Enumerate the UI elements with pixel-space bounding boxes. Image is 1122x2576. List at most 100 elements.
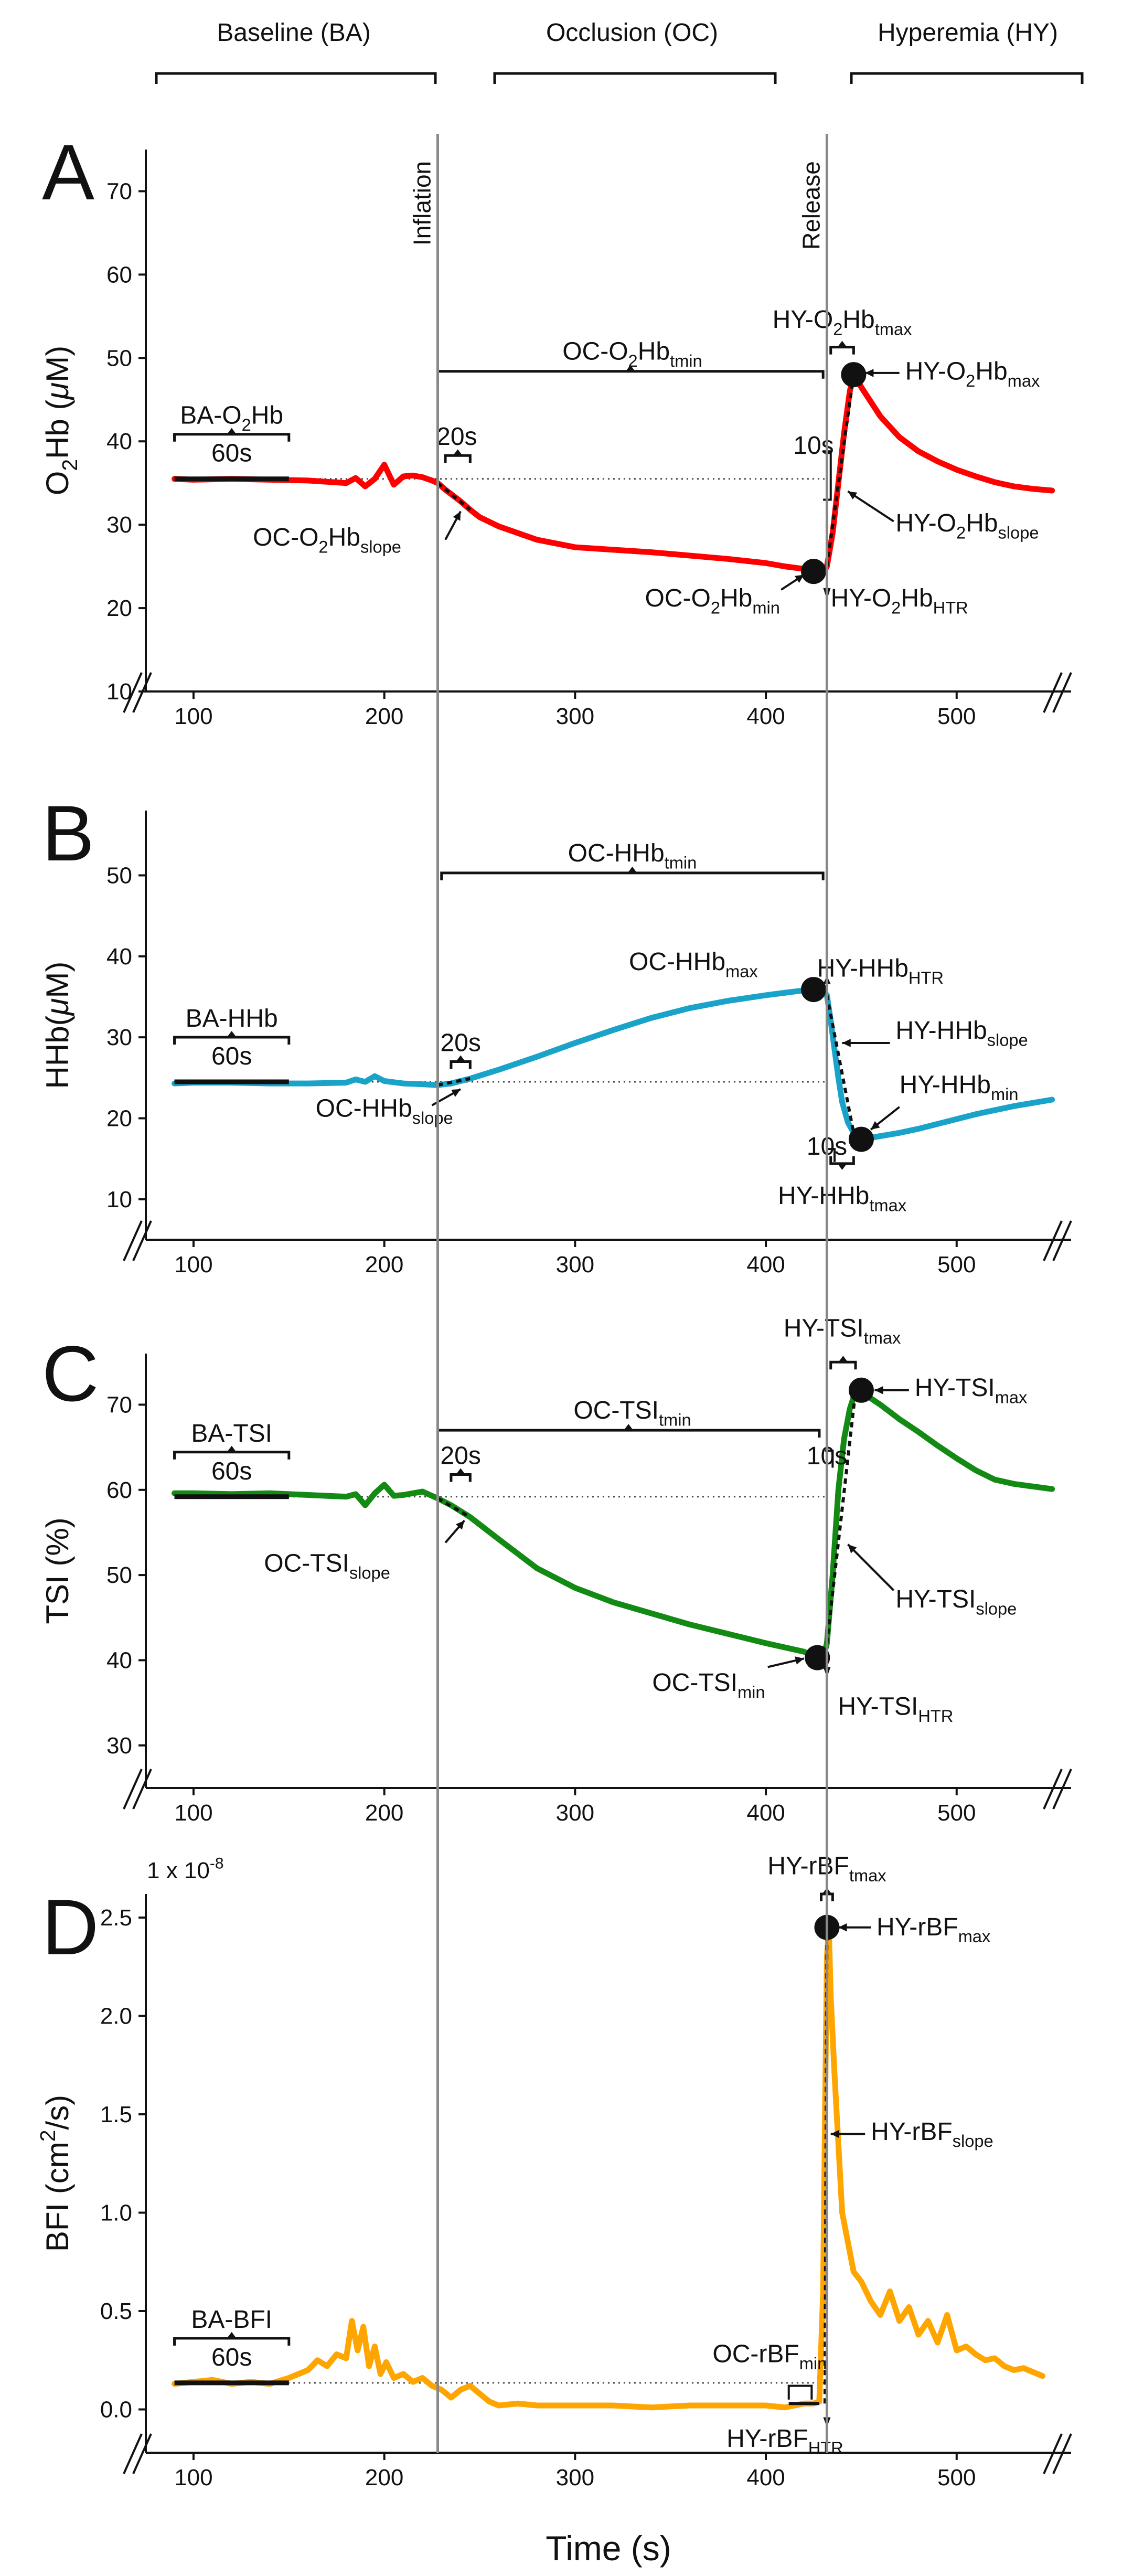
y-tick-label: 70: [106, 178, 132, 204]
oc-min-bracket: [787, 2385, 813, 2400]
hy-slope-arrow: [847, 490, 894, 523]
oc-slope-segment: [436, 482, 472, 511]
y-axis-label: HHb(μM): [40, 962, 75, 1089]
panel-b: B 10 20 30 40 50 100 200 300 400 500 HHb(μM) BA-HHb 6…: [40, 789, 1072, 1278]
axis-break-mark: [1043, 1220, 1063, 1261]
y-tick-label: 50: [106, 345, 132, 371]
phase-label-hyperemia: Hyperemia (HY): [878, 19, 1058, 47]
y-tick-label: 40: [106, 944, 132, 970]
phase-bracket-occlusion: [493, 72, 777, 84]
ba-bracket-arrow: [227, 1031, 237, 1038]
axis-break-mark: [1052, 672, 1072, 713]
panel-letter: C: [42, 1329, 99, 1418]
y-tick-label: 40: [106, 1647, 132, 1673]
hy-slope-arrow-head: [848, 491, 858, 500]
oc-slope-segment: [436, 1497, 471, 1519]
x-tick-label: 200: [365, 2465, 403, 2490]
oc-min-arrow-head: [794, 574, 804, 583]
hy-slope-arrow-head: [842, 1039, 851, 1047]
axis-break-mark: [123, 1220, 143, 1261]
ba-label: BA-BFI: [191, 2306, 272, 2334]
hy-tmax-bracket-arrow: [838, 1356, 848, 1362]
oc-20s-bracket: [444, 454, 472, 463]
oc-20s-label: 20s: [440, 1029, 480, 1057]
oc-min-marker: [800, 559, 826, 584]
oc-max-label: OC-HHbmax: [629, 948, 758, 981]
ba-bracket-arrow: [227, 1445, 237, 1452]
oc-tmin-bracket-arrow: [627, 866, 637, 873]
hy-min-label: HY-HHbmin: [900, 1071, 1019, 1104]
x-tick-label: 500: [937, 2465, 976, 2490]
ba-duration-label: 60s: [211, 440, 252, 467]
y-tick-label: 2.5: [100, 1905, 132, 1931]
phase-label-baseline: Baseline (BA): [217, 19, 370, 47]
y-tick-label: 20: [106, 1105, 132, 1131]
axis-break-mark: [1052, 1220, 1072, 1261]
hy-tmax-bracket: [829, 346, 855, 355]
hy-max-label: HY-rBFmax: [877, 1913, 990, 1946]
ba-bracket-arrow: [227, 2332, 237, 2338]
series-line-BFI: [172, 1924, 1045, 2411]
oc-slope-label: OC-HHbslope: [316, 1094, 453, 1127]
axis-break-mark: [1043, 1769, 1063, 1809]
hy-max-arrow-head: [874, 1386, 883, 1395]
oc-min-label: OC-TSImin: [652, 1669, 765, 1701]
oc-20s-label: 20s: [440, 1442, 480, 1470]
y-axis-label: TSI (%): [40, 1517, 75, 1624]
x-tick-label: 400: [746, 2465, 785, 2490]
y-tick-label: 10: [106, 1187, 132, 1212]
hy-slope-label: HY-rBFslope: [871, 2118, 993, 2151]
ba-label: BA-HHb: [186, 1005, 278, 1032]
ba-label: BA-TSI: [191, 1420, 272, 1447]
y-tick-label: 20: [106, 595, 132, 621]
hy-slope-arrow: [847, 1544, 895, 1591]
y-tick-label: 1.5: [100, 2102, 132, 2127]
oc-min-label: OC-rBFmin: [712, 2340, 827, 2373]
hy-htr-label: HY-HHbHTR: [817, 954, 944, 987]
x-tick-label: 300: [556, 704, 594, 729]
panel-letter: D: [42, 1883, 99, 1971]
y-tick-label: 2.0: [100, 2004, 132, 2029]
panel-c: C 30 40 50 60 70 100 200 300 400 500 TSI (%) BA-TSI 6…: [40, 1315, 1072, 1826]
hy-tmax-bracket-arrow: [837, 1163, 847, 1170]
y-tick-label: 10: [106, 679, 132, 705]
x-tick-label: 100: [174, 2465, 212, 2490]
x-tick-label: 500: [937, 1252, 976, 1278]
panel-d: D 0.0 0.5 1.0 1.5 2.0 2.5 100 200 300 400 500 BFI (c…: [36, 1853, 1072, 2490]
hy-max-label: HY-O2Hbmax: [905, 358, 1040, 390]
hy-tmax-label: HY-O2Hbtmax: [773, 306, 912, 338]
phase-bracket-hyperemia: [850, 72, 1084, 84]
axis-break-mark: [132, 2433, 152, 2474]
hy-slope-label: HY-TSIslope: [895, 1585, 1017, 1618]
hy-tmax-label: HY-HHbtmax: [778, 1182, 906, 1215]
y-axis-label: O2Hb (μM): [40, 346, 82, 496]
axis-break-mark: [123, 672, 143, 713]
x-tick-label: 300: [556, 1800, 594, 1826]
y-tick-label: 60: [106, 262, 132, 288]
oc-tmin-bracket-arrow: [624, 1424, 634, 1431]
phase-bracket-baseline: [155, 72, 437, 84]
axis-break-mark: [132, 1769, 152, 1809]
x-tick-label: 300: [556, 1252, 594, 1278]
y-tick-label: 1.0: [100, 2200, 132, 2226]
ba-label: BA-O2Hb: [180, 402, 283, 434]
y-tick-label: 60: [106, 1477, 132, 1503]
ba-duration-label: 60s: [211, 1457, 252, 1485]
hy-10s-bracket: [827, 1148, 836, 1162]
y-tick-label: 30: [106, 512, 132, 538]
ba-bracket: [173, 2337, 291, 2346]
phase-headers: Baseline (BA) Occlusion (OC) Hyperemia (…: [155, 19, 1084, 84]
oc-min-label: OC-O2Hbmin: [645, 584, 780, 617]
x-tick-label: 200: [365, 1800, 403, 1826]
ba-bracket: [173, 1036, 291, 1045]
axis-break-mark: [1043, 2433, 1063, 2474]
oc-slope-arrow-head: [451, 1089, 461, 1097]
hy-htr-label: HY-TSIHTR: [838, 1693, 953, 1725]
hy-tmax-label: HY-TSItmax: [784, 1315, 901, 1347]
hy-htr-label: HY-O2HbHTR: [831, 584, 968, 617]
oc-20s-bracket-arrow: [456, 1468, 466, 1475]
panel-letter: B: [42, 789, 94, 877]
oc-tmin-label: OC-TSItmin: [573, 1397, 691, 1429]
